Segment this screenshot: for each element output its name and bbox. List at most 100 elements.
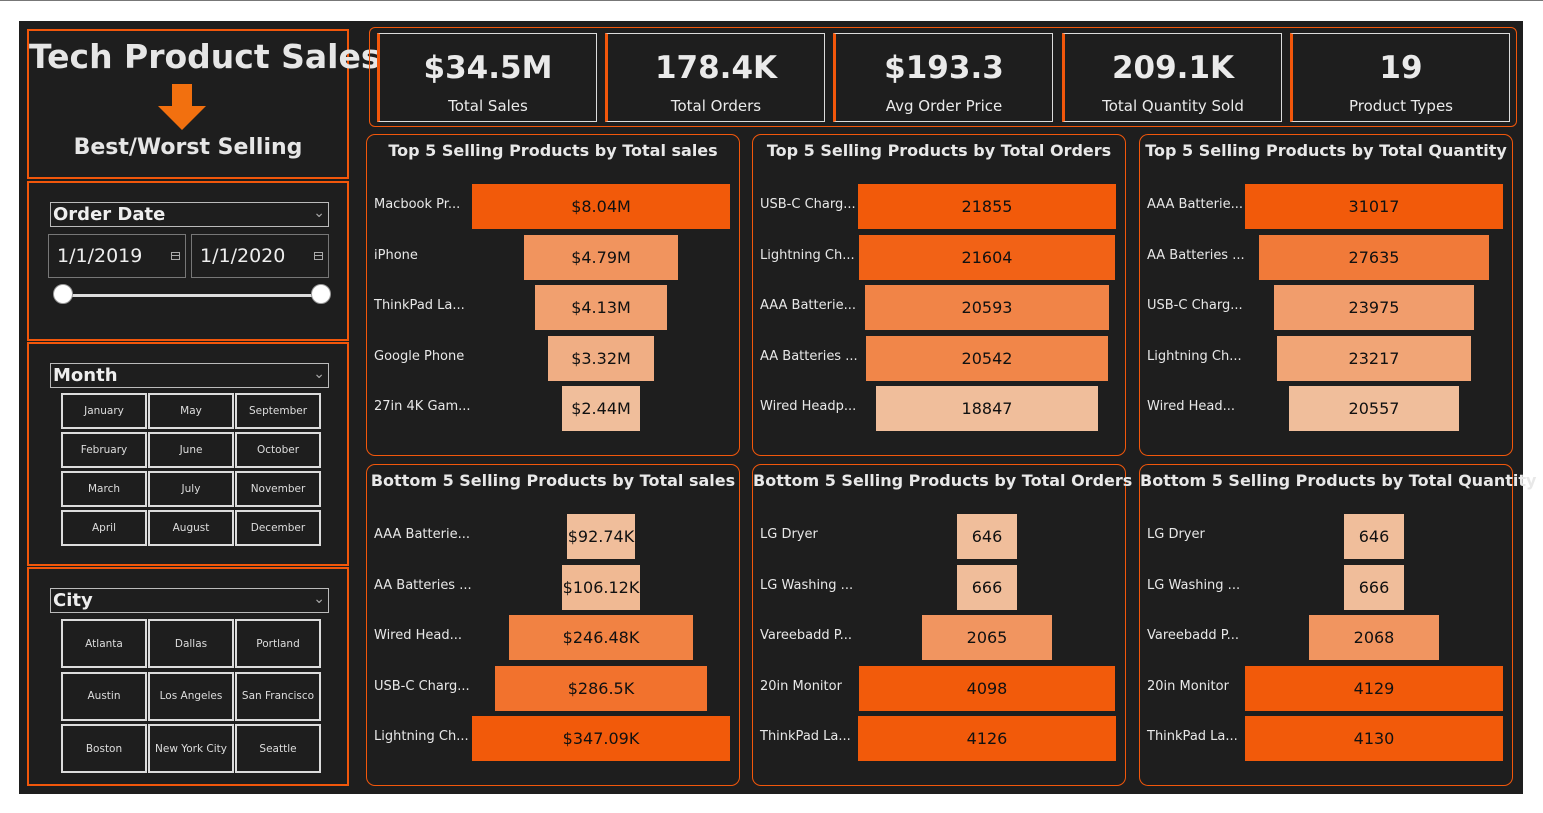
slider-start-handle[interactable]	[53, 284, 73, 304]
bar-1[interactable]	[957, 514, 1017, 559]
city-option-atlanta[interactable]: Atlanta	[61, 619, 147, 668]
calendar-icon[interactable]	[314, 252, 323, 260]
title-panel: Tech Product Sales Best/Worst Selling	[27, 29, 381, 179]
bar-3[interactable]	[509, 615, 693, 660]
bar-2[interactable]	[859, 234, 1115, 280]
kpi-label: Total Sales	[448, 97, 528, 115]
kpi-card-product-types: 19 Product Types	[1290, 33, 1510, 122]
bar-1[interactable]	[566, 514, 636, 559]
calendar-icon[interactable]	[171, 252, 180, 260]
slider-end-handle[interactable]	[311, 284, 331, 304]
bar-3[interactable]	[1309, 615, 1439, 660]
data-label: $246.48K	[562, 628, 640, 647]
city-option-austin[interactable]: Austin	[61, 671, 147, 721]
bar-4[interactable]	[547, 335, 655, 381]
month-option-september[interactable]: September	[235, 393, 321, 429]
bar-2[interactable]	[561, 564, 641, 610]
bar-4[interactable]	[1277, 335, 1471, 381]
city-option-seattle[interactable]: Seattle	[235, 724, 321, 773]
month-option-january[interactable]: January	[61, 393, 147, 429]
bar-3[interactable]	[1274, 285, 1474, 330]
bar-1[interactable]	[1245, 184, 1503, 229]
page-subtitle: Best/Worst Selling	[73, 135, 303, 160]
city-option-new-york-city[interactable]: New York City	[148, 724, 234, 773]
month-header[interactable]: Month ⌄	[50, 363, 329, 388]
data-label: $3.32M	[571, 348, 631, 368]
order-date-header[interactable]: Order Date ⌄	[50, 202, 329, 227]
bar-2[interactable]	[1344, 564, 1404, 610]
chart-title: Bottom 5 Selling Products by Total Quant…	[1140, 471, 1537, 490]
kpi-strip	[369, 27, 1517, 127]
city-option-los-angeles[interactable]: Los Angeles	[148, 671, 234, 721]
data-label: 2068	[1353, 628, 1395, 647]
bar-4[interactable]	[865, 335, 1109, 381]
bar-4[interactable]	[858, 665, 1116, 711]
month-option-june[interactable]: June	[148, 432, 234, 468]
category-label: AA Batteries ...	[760, 348, 858, 364]
category-label: AAA Batterie...	[1147, 197, 1243, 212]
category-label: AAA Batterie...	[760, 298, 856, 313]
month-option-february[interactable]: February	[61, 432, 147, 468]
bar-5[interactable]	[858, 716, 1116, 761]
bar-3[interactable]	[865, 285, 1109, 330]
data-label: 2065	[966, 628, 1008, 647]
kpi-card-total-sales: $34.5M Total Sales	[377, 33, 597, 122]
order-date-slicer: Order Date ⌄ 1/1/2019 1/1/2020	[27, 181, 349, 341]
month-option-december[interactable]: December	[235, 510, 321, 546]
chart-title: Bottom 5 Selling Products by Total Order…	[753, 471, 1133, 490]
date-range-slider[interactable]	[63, 294, 321, 297]
bar-1[interactable]	[858, 184, 1116, 229]
city-option-dallas[interactable]: Dallas	[148, 619, 234, 668]
bar-4[interactable]	[494, 665, 708, 711]
bar-3[interactable]	[922, 615, 1052, 660]
chart-panel-1: Top 5 Selling Products by Total sales $8.…	[366, 134, 740, 456]
city-option-portland[interactable]: Portland	[235, 619, 321, 668]
city-option-boston[interactable]: Boston	[61, 724, 147, 773]
kpi-label: Product Types	[1349, 97, 1453, 115]
data-label: 666	[1358, 577, 1390, 597]
bar-5[interactable]	[561, 386, 641, 431]
category-label: LG Washing ...	[760, 577, 854, 593]
month-option-october[interactable]: October	[235, 432, 321, 468]
data-label: $4.13M	[571, 298, 631, 317]
start-date-input[interactable]: 1/1/2019	[48, 234, 186, 278]
month-option-march[interactable]: March	[61, 471, 147, 507]
chart-panel-4: Bottom 5 Selling Products by Total sales…	[366, 464, 740, 786]
data-label: $106.12K	[562, 577, 640, 597]
bar-2[interactable]	[524, 234, 678, 280]
bar-3[interactable]	[534, 285, 668, 330]
category-label: Lightning Ch...	[374, 729, 469, 744]
bar-1[interactable]	[472, 184, 730, 229]
city-option-san-francisco[interactable]: San Francisco	[235, 671, 321, 721]
end-date-input[interactable]: 1/1/2020	[191, 234, 329, 278]
bar-1[interactable]	[1344, 514, 1404, 559]
month-option-august[interactable]: August	[148, 510, 234, 546]
chevron-down-icon: ⌄	[313, 205, 325, 221]
category-label: Wired Headp...	[760, 399, 857, 414]
kpi-value: 19	[1379, 50, 1423, 86]
bar-5[interactable]	[472, 716, 730, 761]
data-label: 646	[1358, 527, 1390, 546]
city-header[interactable]: City ⌄	[50, 588, 329, 613]
month-option-may[interactable]: May	[148, 393, 234, 429]
bar-4[interactable]	[1245, 665, 1503, 711]
kpi-card-total-quantity-sold: 209.1K Total Quantity Sold	[1062, 33, 1282, 122]
month-option-april[interactable]: April	[61, 510, 147, 546]
bar-2[interactable]	[1259, 234, 1489, 280]
category-label: USB-C Charg...	[1147, 298, 1243, 313]
bar-5[interactable]	[1288, 386, 1460, 431]
bar-5[interactable]	[875, 386, 1099, 431]
category-label: 20in Monitor	[1147, 678, 1229, 694]
bar-5[interactable]	[1245, 716, 1503, 761]
month-option-july[interactable]: July	[148, 471, 234, 507]
category-label: 27in 4K Gam...	[374, 399, 471, 414]
end-date-value: 1/1/2020	[200, 245, 286, 267]
data-label: 31017	[1348, 197, 1400, 216]
category-label: Wired Head...	[374, 628, 463, 643]
bar-2[interactable]	[957, 564, 1017, 610]
data-label: 4126	[966, 729, 1008, 748]
month-option-november[interactable]: November	[235, 471, 321, 507]
kpi-label: Total Orders	[670, 97, 762, 115]
chart-panel-6: Bottom 5 Selling Products by Total Quant…	[1139, 464, 1537, 786]
kpi-value: 178.4K	[654, 50, 778, 86]
